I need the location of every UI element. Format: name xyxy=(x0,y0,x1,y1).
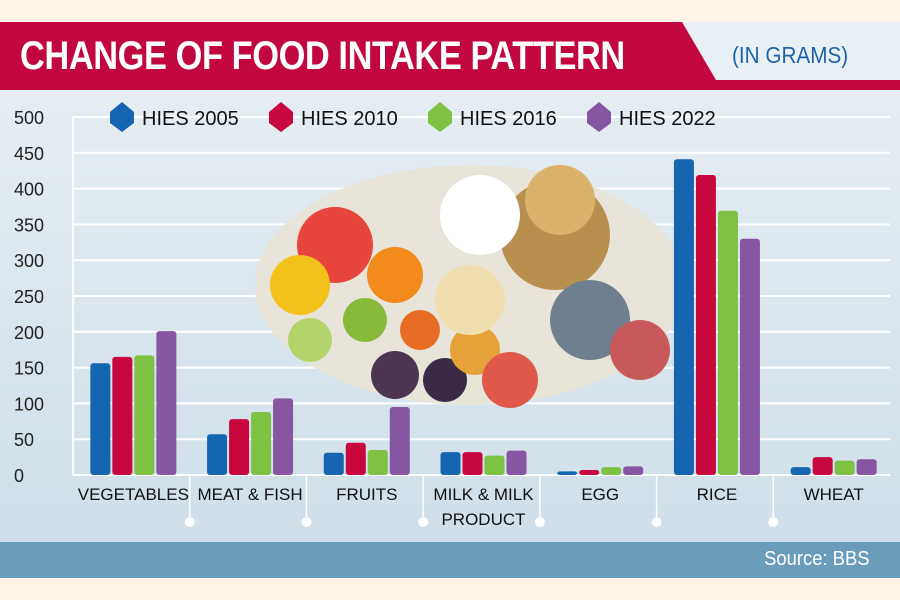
legend-label: HIES 2005 xyxy=(142,108,239,130)
food-item xyxy=(450,325,500,375)
food-item xyxy=(400,310,440,350)
bar xyxy=(673,159,694,475)
banner-red-shape xyxy=(0,22,900,90)
food-item xyxy=(550,280,630,360)
bar xyxy=(112,356,133,475)
y-tick-label: 100 xyxy=(14,394,44,414)
bar xyxy=(506,450,527,475)
separator-dot xyxy=(184,517,195,527)
y-tick-label: 500 xyxy=(14,108,44,128)
x-tick-label: WHEAT xyxy=(804,485,864,504)
y-tick-label: 200 xyxy=(14,323,44,343)
bar xyxy=(207,434,228,475)
bar xyxy=(484,455,505,475)
x-tick-label: EGG xyxy=(581,485,619,504)
bar xyxy=(251,411,272,475)
x-tick-label: VEGETABLES xyxy=(78,485,189,504)
bar xyxy=(156,331,177,475)
food-item xyxy=(525,165,595,235)
bar xyxy=(856,459,877,475)
bar xyxy=(367,449,388,475)
bar xyxy=(273,398,294,475)
bar xyxy=(134,355,155,475)
chart-unit: (IN GRAMS) xyxy=(732,42,849,68)
x-tick-label: RICE xyxy=(697,485,738,504)
y-tick-label: 250 xyxy=(14,287,44,307)
bar xyxy=(462,452,483,475)
separator-dot xyxy=(301,517,312,527)
y-tick-label: 150 xyxy=(14,359,44,379)
food-item xyxy=(440,175,520,255)
legend-label: HIES 2016 xyxy=(460,108,557,130)
bar xyxy=(601,467,622,475)
separator-dot xyxy=(651,517,662,527)
food-item xyxy=(288,318,332,362)
food-photo xyxy=(255,165,685,408)
bar xyxy=(812,457,833,475)
legend-swatch-icon xyxy=(587,102,611,132)
legend-label: HIES 2022 xyxy=(619,108,716,130)
y-tick-label: 300 xyxy=(14,251,44,271)
y-tick-label: 450 xyxy=(14,144,44,164)
legend-label: HIES 2010 xyxy=(301,108,398,130)
food-item xyxy=(482,352,538,408)
bar xyxy=(323,452,344,475)
food-item xyxy=(367,247,423,303)
bar xyxy=(695,174,716,475)
y-tick-label: 400 xyxy=(14,180,44,200)
bar xyxy=(579,469,600,475)
source-text: Source: BBS xyxy=(764,548,870,570)
food-item xyxy=(610,320,670,380)
title-banner xyxy=(0,22,900,90)
y-tick-label: 0 xyxy=(14,466,24,486)
x-tick-label: PRODUCT xyxy=(441,510,525,529)
bar xyxy=(345,442,366,475)
y-tick-label: 50 xyxy=(14,430,34,450)
footer-bar: Source: BBS xyxy=(0,542,900,578)
chart-title: CHANGE OF FOOD INTAKE PATTERN xyxy=(20,34,625,78)
x-tick-label: FRUITS xyxy=(336,485,397,504)
x-tick-label: MEAT & FISH xyxy=(197,485,302,504)
bar xyxy=(389,406,410,475)
food-item xyxy=(423,358,467,402)
legend-swatch-icon xyxy=(428,102,452,132)
separator-dot xyxy=(418,517,429,527)
bar xyxy=(623,466,644,475)
x-tick-label: MILK & MILK xyxy=(433,485,534,504)
food-item xyxy=(343,298,387,342)
bar xyxy=(834,460,855,475)
bar xyxy=(717,210,738,475)
food-item xyxy=(270,255,330,315)
legend-swatch-icon xyxy=(110,102,134,132)
legend-swatch-icon xyxy=(269,102,293,132)
separator-dot xyxy=(768,517,779,527)
bar xyxy=(557,471,578,475)
bar xyxy=(440,452,461,475)
separator-dot xyxy=(534,517,545,527)
bar xyxy=(790,467,811,475)
y-tick-label: 350 xyxy=(14,215,44,235)
bar xyxy=(739,238,760,475)
food-item xyxy=(435,265,505,335)
food-item xyxy=(371,351,419,399)
bar xyxy=(229,419,250,475)
bar xyxy=(90,363,111,475)
